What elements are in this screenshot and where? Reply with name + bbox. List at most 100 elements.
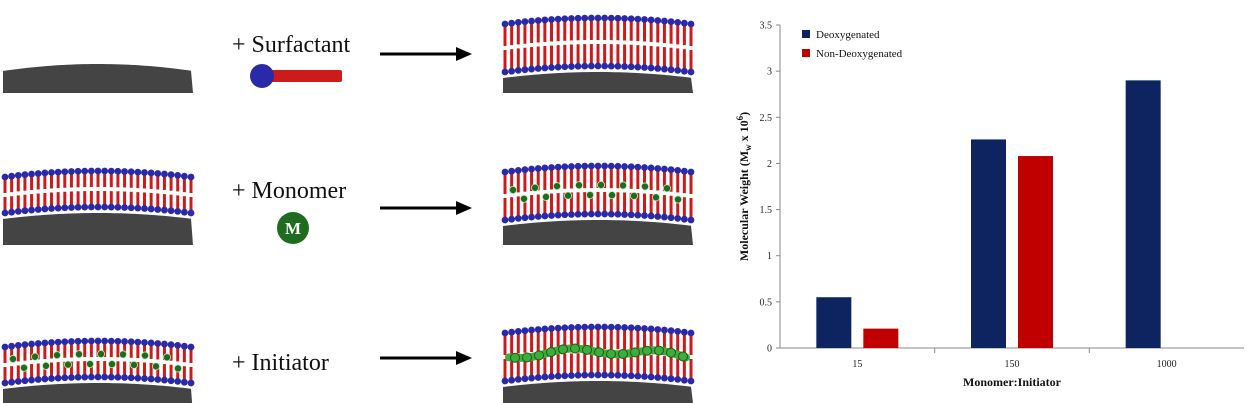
surfactant-tail [569,353,573,373]
surfactant-tail [550,354,553,374]
surfactant-head [581,14,589,22]
y-axis-title: Molecular Weight (Mw x 106) [735,112,753,261]
surfactant-head [161,376,168,384]
substrate-surface [503,72,693,93]
monomer-particle [30,352,39,361]
surfactant-head [514,19,522,26]
surfactant-tail [556,331,560,351]
surfactant-head [107,203,115,211]
surfactant-head [627,211,635,219]
surfactant-tail [669,172,673,192]
surfactant-head [514,67,522,74]
surfactant-head [74,203,82,211]
surfactant-head [167,171,175,179]
surfactant-head [61,338,69,346]
monomer-particle [531,183,540,192]
surfactant-tail [83,174,87,188]
surfactant-tail [89,344,93,358]
surfactant-head [587,323,595,331]
surfactant-tail [23,177,27,191]
surfactant-tail [536,23,540,43]
surfactant-tail [676,48,680,68]
surfactant-head [141,375,148,382]
surfactant-tail [583,169,587,189]
monomer-particle [8,355,17,364]
surfactant-head [614,210,622,218]
surfactant-tail [682,358,686,378]
surfactant-tail [583,330,587,350]
surfactant-tail [609,21,613,41]
surfactant-tail [669,195,673,215]
surfactant-head [541,373,549,381]
surfactant-head [508,167,516,175]
surfactant-tail [623,21,627,41]
surfactant-head [634,15,642,23]
surfactant-head [94,167,102,175]
surfactant-tail [76,174,80,188]
surfactant-head [48,169,55,176]
surfactant-tail [136,192,140,206]
surfactant-head [34,170,42,177]
surfactant-tail [662,24,666,44]
surfactant-tail [169,364,173,378]
surfactant-head [647,64,655,72]
surfactant-bilayer [1,337,195,387]
surfactant-tail [609,353,613,373]
surfactant-tail [182,196,186,210]
bar-non-deoxygenated [863,328,899,348]
surfactant-tail [556,22,560,42]
surfactant-bilayer [501,162,695,224]
surfactant-tail [36,193,40,207]
surfactant-tail [556,170,560,190]
surfactant-head [81,203,89,211]
surfactant-head [587,62,595,70]
surfactant-tail [83,191,87,205]
surfactant-head [101,373,109,381]
surfactant-tail [3,367,7,380]
surfactant-tail [596,21,600,40]
surfactant-tail [162,347,166,361]
surfactant-tail [510,358,514,378]
surfactant-head [614,14,622,22]
surfactant-tail [143,175,146,189]
monomer-particle [173,364,182,373]
x-tick-label: 1000 [1157,359,1177,370]
surfactant-head [687,68,695,76]
surfactant-head [41,339,49,347]
surfactant-head [141,169,148,176]
surfactant-tail [656,171,660,191]
surfactant-head [54,168,62,176]
surfactant-head [14,172,22,179]
surfactant-tail [83,361,87,375]
surfactant-tail [43,345,47,359]
surfactant-tail [530,172,534,192]
surfactant-tail [689,336,693,355]
surfactant-tail [682,49,686,69]
surfactant-head [250,64,274,88]
surfactant-head [568,63,575,70]
surfactant-tail [262,70,342,82]
surfactant-head [548,64,555,71]
monomer-particle [64,360,73,369]
surfactant-tail [689,175,693,194]
surfactant-tail [516,357,520,377]
monomer-sphere-icon: M [277,212,309,244]
substrate-surface [3,64,193,93]
surfactant-head [501,168,509,176]
surfactant-head [521,18,529,26]
polymer-bead [558,344,568,355]
surfactant-head [161,340,168,348]
surfactant-head [554,15,562,23]
surfactant-head [674,376,682,383]
surfactant-tail [189,180,193,193]
surfactant-head [8,172,16,180]
surfactant-tail [123,191,127,205]
surfactant-tail [109,191,113,205]
surfactant-tail [623,353,627,373]
surfactant-tail [503,336,507,355]
surfactant-head [68,204,75,211]
surfactant-head [528,65,535,73]
surfactant-head [561,324,569,332]
polymer-bead [582,344,592,355]
